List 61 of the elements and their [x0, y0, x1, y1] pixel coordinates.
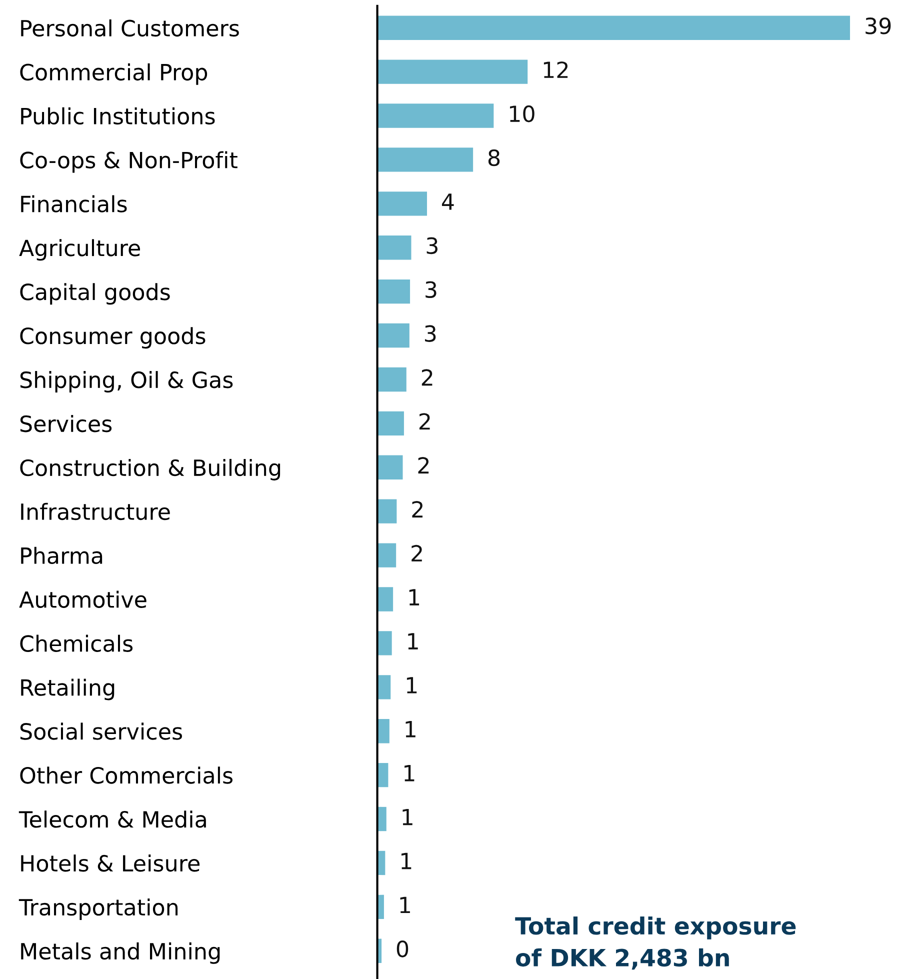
y-tick-label: Chemicals	[20, 634, 133, 652]
data-label: 3	[426, 281, 436, 298]
data-label: 0	[396, 940, 408, 958]
bar	[377, 279, 410, 304]
annotation: Total credit exposure of DKK 2,483 bn	[515, 916, 796, 970]
data-label: 1	[400, 896, 410, 914]
y-tick-label: Shipping, Oil & Gas	[20, 371, 233, 393]
bar	[377, 236, 412, 260]
y-tick-label: Services	[20, 414, 112, 432]
y-tick-label: Hotels & Leisure	[21, 854, 200, 872]
y-tick-label: Financials	[21, 195, 127, 212]
data-label: 2	[418, 457, 429, 474]
bar	[377, 455, 403, 480]
y-tick-label: Co-ops & Non-Profit	[20, 151, 238, 173]
data-label: 39	[866, 17, 891, 34]
y-tick-label: Metals and Mining	[21, 942, 220, 964]
bar	[377, 148, 474, 172]
y-tick-label: Pharma	[21, 546, 102, 564]
y-tick-label: Capital goods	[20, 283, 170, 305]
bar	[377, 192, 427, 216]
y-tick-label: Other Commercials	[20, 766, 233, 784]
y-tick-label: Consumer goods	[20, 327, 206, 349]
data-label: 2	[412, 544, 422, 562]
data-label: 1	[408, 633, 418, 650]
bar	[377, 719, 390, 744]
y-tick-label: Automotive	[19, 590, 146, 608]
bar	[377, 16, 850, 40]
y-tick-label: Personal Customers	[21, 19, 239, 37]
data-label: 2	[412, 500, 422, 518]
y-tick-label: Construction & Building	[20, 458, 280, 480]
y-tick-label: Social services	[20, 722, 182, 740]
data-label: 8	[488, 149, 500, 166]
data-label: 2	[419, 413, 430, 430]
bar	[377, 587, 394, 612]
data-label: 10	[510, 105, 534, 122]
bar	[377, 104, 494, 128]
data-label: 3	[426, 237, 438, 254]
bar	[377, 543, 396, 568]
bar	[377, 323, 410, 348]
bar	[377, 499, 397, 524]
y-tick-label: Agriculture	[19, 239, 140, 261]
y-tick-label: Commercial Prop	[20, 63, 208, 85]
bar	[377, 411, 404, 436]
y-tick-label: Retailing	[21, 678, 114, 700]
data-label: 1	[402, 808, 412, 826]
data-label: 2	[422, 369, 432, 386]
bar	[377, 631, 392, 656]
bar	[377, 60, 528, 84]
data-label: 1	[406, 721, 416, 738]
y-tick-label: Infrastructure	[21, 502, 170, 520]
data-label: 4	[442, 194, 454, 210]
y-tick-label: Public Institutions	[21, 107, 215, 125]
data-label: 1	[409, 589, 420, 606]
bar	[377, 367, 406, 392]
data-label: 1	[404, 764, 414, 782]
y-tick-label: Transportation	[18, 898, 178, 920]
data-label: 1	[402, 852, 412, 870]
data-label: 1	[406, 677, 417, 694]
data-label: 12	[544, 61, 568, 78]
data-label: 3	[425, 325, 436, 342]
y-tick-label: Telecom & Media	[18, 810, 206, 828]
